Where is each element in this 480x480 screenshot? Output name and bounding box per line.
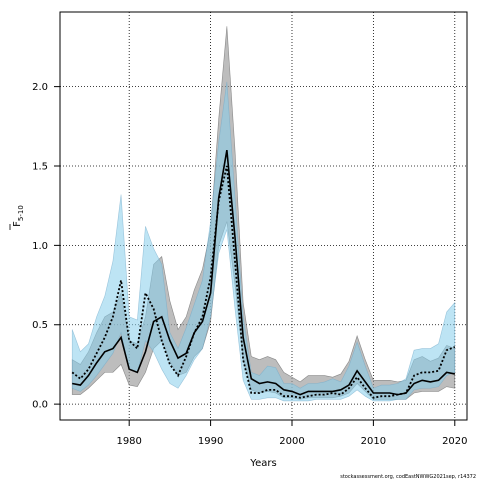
y-tick-label: 0.0 (32, 400, 48, 411)
x-tick-label: 1990 (198, 436, 223, 447)
x-tick-label: 1980 (116, 436, 141, 447)
confidence-bands (71, 26, 456, 402)
x-tick-label: 2010 (361, 436, 386, 447)
plot-frame (59, 11, 468, 421)
x-tick-label: 2000 (279, 436, 304, 447)
y-axis-label-main: F (12, 221, 23, 227)
x-tick-label: 2020 (442, 436, 467, 447)
series-lines (71, 149, 456, 399)
x-axis: 1980 1990 2000 2010 2020 (116, 420, 468, 447)
y-tick-label: 0.5 (32, 320, 48, 331)
y-tick-label: 1.5 (32, 161, 48, 172)
y-axis: 0.0 0.5 1.0 1.5 2.0 (32, 82, 60, 411)
y-axis-label-subscript: 5-10 (17, 205, 25, 221)
y-axis-label: F5-10 (9, 205, 25, 230)
x-axis-label: Years (249, 458, 276, 469)
y-tick-label: 2.0 (32, 82, 48, 93)
source-caption: stockassessment.org, codEastNWWG2021sep,… (340, 474, 476, 480)
svg-text:F5-10: F5-10 (12, 205, 25, 227)
y-tick-label: 1.0 (32, 241, 48, 252)
series-2-band (71, 81, 456, 402)
series-2-line (71, 165, 456, 399)
series-1-line (72, 149, 455, 396)
